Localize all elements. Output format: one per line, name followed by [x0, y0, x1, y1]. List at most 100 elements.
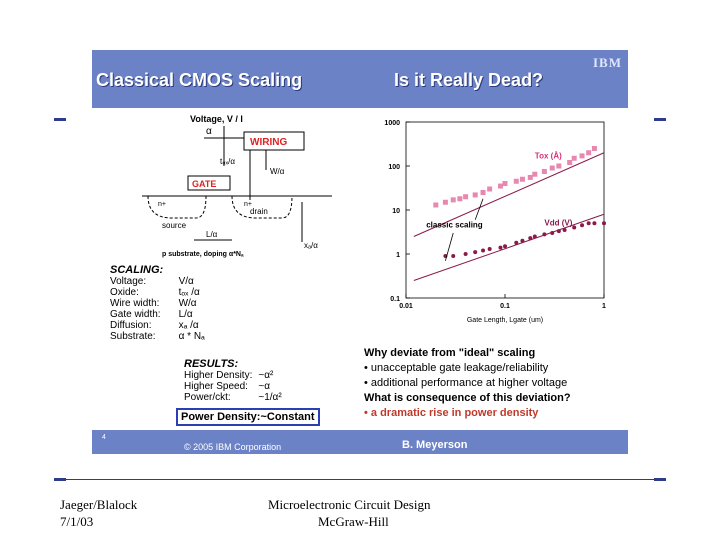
n-plus-drain: n+: [244, 201, 252, 208]
tox-annotation: Tox (Å): [535, 151, 562, 160]
scaling-label: Gate width:: [110, 309, 161, 320]
wiring-box: [243, 131, 305, 151]
slide: Classical CMOS Scaling Is it Really Dead…: [92, 50, 628, 454]
power-density-box: Power Density:~Constant: [176, 408, 320, 426]
w-label: W/α: [270, 167, 285, 176]
tox-point: [502, 181, 508, 187]
alpha-label: α: [206, 126, 212, 137]
tox-point: [433, 202, 439, 208]
table-row: Higher Density: ~α²: [184, 370, 288, 381]
results-value: ~α: [258, 381, 270, 392]
tox-point: [472, 192, 478, 198]
scaling-label: Oxide:: [110, 287, 139, 298]
question-consequence: What is consequence of this deviation?: [364, 392, 571, 404]
scaling-value: α * Nₐ: [178, 331, 205, 342]
vdd-point: [487, 246, 492, 251]
scaling-label: Voltage:: [110, 276, 147, 287]
tox-label: t₀ₓ/α: [220, 157, 235, 166]
slide-header: Classical CMOS Scaling Is it Really Dead…: [92, 50, 628, 108]
slide-title-left: Classical CMOS Scaling: [96, 70, 303, 90]
bottom-right-dash: [654, 478, 666, 481]
substrate-label: p substrate, doping α*Nₐ: [162, 251, 244, 258]
table-row: Gate width: L/α: [110, 309, 209, 320]
author: B. Meyerson: [402, 439, 468, 451]
results-value: ~1/α²: [258, 392, 282, 403]
footer-publisher: McGraw-Hill: [318, 514, 389, 529]
results-label: Power/ckt:: [184, 392, 231, 403]
vdd-point: [572, 225, 577, 230]
scaling-label: Wire width:: [110, 298, 160, 309]
y-tick-label: 0.1: [390, 296, 400, 303]
vdd-point: [562, 228, 567, 233]
n-plus-source: n+: [158, 201, 166, 208]
drain-well: [231, 195, 293, 219]
footer-book: Microelectronic Circuit Design: [268, 497, 431, 512]
drain-label: drain: [250, 207, 268, 216]
top-right-dash: [654, 118, 666, 121]
vdd-point: [473, 250, 478, 255]
vdd-point: [520, 238, 525, 243]
tox-point: [513, 178, 519, 184]
vdd-point: [514, 240, 519, 245]
table-row: Diffusion: xₐ /α: [110, 320, 209, 331]
source-well: [147, 195, 207, 219]
source-label: source: [162, 221, 187, 230]
tox-point: [591, 145, 597, 151]
bullet-leakage: • unacceptable gate leakage/reliability: [364, 362, 549, 374]
tox-point: [532, 171, 538, 177]
vdd-annotation: Vdd (V): [544, 218, 572, 227]
tox-point: [549, 165, 555, 171]
bottom-left-dash: [54, 478, 66, 481]
table-row: Power/ckt: ~1/α²: [184, 392, 288, 403]
results-heading: RESULTS:: [184, 358, 239, 370]
x-tick-label: 1: [602, 303, 606, 310]
tox-point: [541, 168, 547, 174]
slide-number: 4: [102, 434, 106, 441]
x-tick-label: 0.1: [500, 303, 510, 310]
tox-point: [450, 197, 456, 203]
results-rows: Higher Density: ~α² Higher Speed: ~α Power…: [184, 370, 288, 403]
tox-point: [487, 186, 493, 192]
slide-footer: 4 © 2005 IBM Corporation B. Meyerson: [92, 430, 628, 454]
tox-point: [571, 155, 577, 161]
scaling-label: Diffusion:: [110, 320, 152, 331]
tox-point: [527, 174, 533, 180]
results-label: Higher Speed:: [184, 381, 248, 392]
vdd-point: [503, 244, 507, 249]
classic-arrow-down: [445, 232, 454, 261]
footer-author: Jaeger/Blalock: [60, 497, 138, 512]
chart-marks: Tox (Å) Vdd (V) classic scaling: [413, 145, 606, 281]
vdd-point: [586, 221, 591, 226]
scaling-heading: SCALING:: [110, 264, 164, 276]
vdd-point: [451, 254, 456, 259]
tox-point: [463, 194, 469, 200]
slide-title-right: Is it Really Dead?: [394, 70, 544, 90]
tox-point: [480, 189, 486, 195]
scaling-rows: Voltage: V/α Oxide: tₒₓ /α Wire width: W/α …: [110, 276, 209, 342]
plot-frame: [405, 121, 605, 299]
y-tick-label: 100: [388, 164, 400, 171]
bottom-rule: [66, 479, 654, 480]
classic-scaling-annotation: classic scaling: [426, 221, 483, 230]
gate-box: [187, 175, 231, 191]
l-label: L/α: [206, 230, 218, 239]
scaling-value: tₒₓ /α: [178, 287, 200, 298]
bullet-list: Why deviate from "ideal" scaling • unacc…: [364, 346, 571, 421]
copyright: © 2005 IBM Corporation: [184, 442, 282, 452]
scaling-table: SCALING: Voltage: V/α Oxide: tₒₓ /α Wire w…: [110, 264, 209, 342]
ibm-logo: IBM: [593, 55, 622, 70]
x-tick-label: 0.01: [399, 303, 413, 310]
tox-point: [556, 163, 562, 169]
table-row: Voltage: V/α: [110, 276, 209, 287]
table-row: Wire width: W/α: [110, 298, 209, 309]
gate-label: GATE: [192, 179, 216, 189]
bullet-performance: • additional performance at higher volta…: [364, 377, 568, 389]
vdd-point: [602, 221, 606, 226]
table-row: Substrate: α * Nₐ: [110, 331, 209, 342]
scaling-value: W/α: [178, 298, 197, 309]
y-tick-label: 10: [392, 208, 400, 215]
scaling-value: L/α: [178, 309, 193, 320]
top-left-dash: [54, 118, 66, 121]
